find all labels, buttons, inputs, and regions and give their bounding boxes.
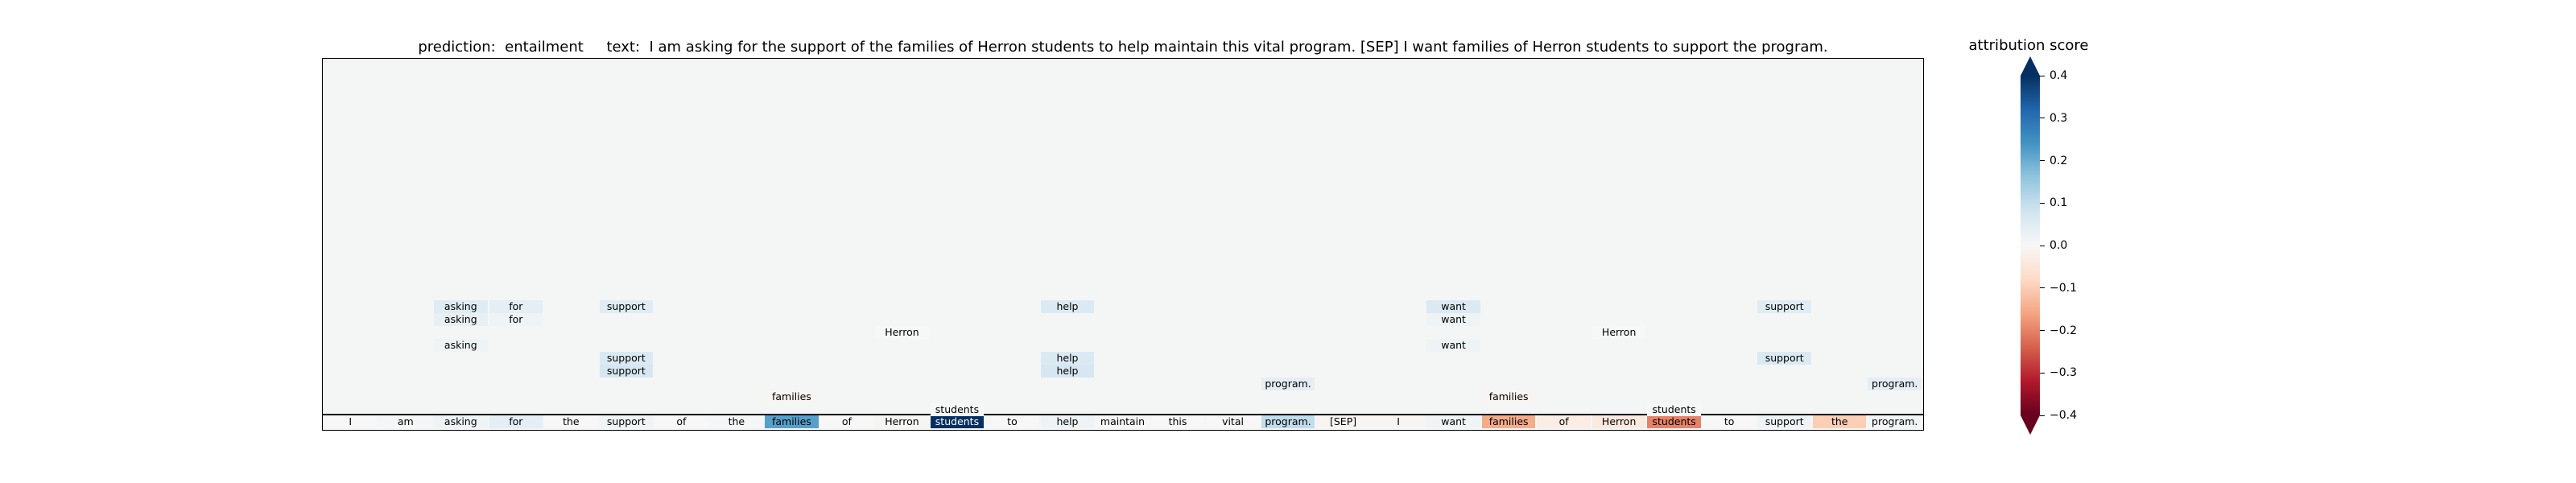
colorbar-tick: 0.1 [2040, 196, 2067, 209]
token-cell: of [1537, 415, 1591, 428]
attention-cell: want [1426, 313, 1480, 326]
token-cell: vital [1206, 415, 1260, 428]
attention-cell: help [1040, 300, 1095, 313]
attention-cell: asking [434, 313, 488, 326]
token-baseline [323, 414, 1923, 415]
token-cell: students [930, 415, 985, 428]
token-cell: the [1812, 415, 1867, 428]
token-cell: for [489, 415, 543, 428]
attention-cell: for [489, 300, 543, 313]
token-cell: support [1757, 415, 1811, 428]
attention-cell: for [489, 313, 543, 326]
token-cell: of [819, 415, 874, 428]
token-cell: I [1371, 415, 1426, 428]
colorbar-tick: −0.2 [2040, 324, 2077, 337]
attention-cell: help [1040, 352, 1095, 365]
token-cell: Herron [875, 415, 929, 428]
token-cell: I [324, 415, 378, 428]
token-cell: this [1150, 415, 1205, 428]
attention-cell: Herron [1591, 326, 1646, 339]
colorbar-tick: 0.3 [2040, 112, 2067, 125]
colorbar-tick: 0.4 [2040, 69, 2067, 82]
attention-cell: want [1426, 339, 1480, 352]
colorbar [2021, 56, 2040, 435]
attention-cell: Herron [875, 326, 929, 339]
attention-cell: families [765, 390, 819, 403]
attention-cell: support [599, 352, 654, 365]
attention-cell: asking [434, 300, 488, 313]
attention-cell: families [1481, 390, 1536, 403]
token-cell: to [1702, 415, 1757, 428]
token-cell: maintain [1096, 415, 1150, 428]
token-cell: the [709, 415, 764, 428]
attention-cell: program. [1261, 378, 1315, 390]
colorbar-bottom-extension [2021, 415, 2040, 435]
plot-background [323, 59, 1923, 430]
attention-cell: support [1757, 300, 1811, 313]
token-cell: program. [1868, 415, 1922, 428]
attention-cell: students [1647, 403, 1701, 416]
token-cell: families [1481, 415, 1536, 428]
chart-title: prediction: entailment text: I am asking… [322, 39, 1924, 56]
attention-cell: want [1426, 300, 1480, 313]
text-value: I am asking for the support of the famil… [649, 39, 1828, 56]
colorbar-tick: 0.0 [2040, 239, 2067, 252]
token-cell: to [985, 415, 1039, 428]
token-cell: the [544, 415, 598, 428]
colorbar-tick: −0.1 [2040, 282, 2077, 295]
colorbar-gradient [2021, 76, 2040, 415]
attention-cell: asking [434, 339, 488, 352]
attention-cell: support [599, 300, 654, 313]
colorbar-label: attribution score [1968, 37, 2089, 54]
token-cell: [SEP] [1316, 415, 1370, 428]
token-cell: support [599, 415, 654, 428]
token-cell: asking [434, 415, 488, 428]
attention-cell: help [1040, 365, 1095, 378]
colorbar-tick: −0.3 [2040, 366, 2077, 379]
colorbar-top-extension [2021, 56, 2040, 76]
token-cell: program. [1261, 415, 1315, 428]
attention-cell: program. [1868, 378, 1922, 390]
token-cell: am [378, 415, 433, 428]
prediction-label: prediction: [418, 39, 496, 56]
text-label: text: [606, 39, 641, 56]
attention-cell: support [1757, 352, 1811, 365]
token-cell: of [654, 415, 708, 428]
prediction-value: entailment [505, 39, 584, 56]
token-cell: Herron [1591, 415, 1646, 428]
attention-cell: students [930, 403, 985, 416]
token-cell: help [1040, 415, 1095, 428]
colorbar-tick: −0.4 [2040, 409, 2077, 422]
token-cell: students [1647, 415, 1701, 428]
colorbar-tick: 0.2 [2040, 155, 2067, 167]
token-cell: want [1426, 415, 1480, 428]
token-cell: families [765, 415, 819, 428]
attention-cell: support [599, 365, 654, 378]
